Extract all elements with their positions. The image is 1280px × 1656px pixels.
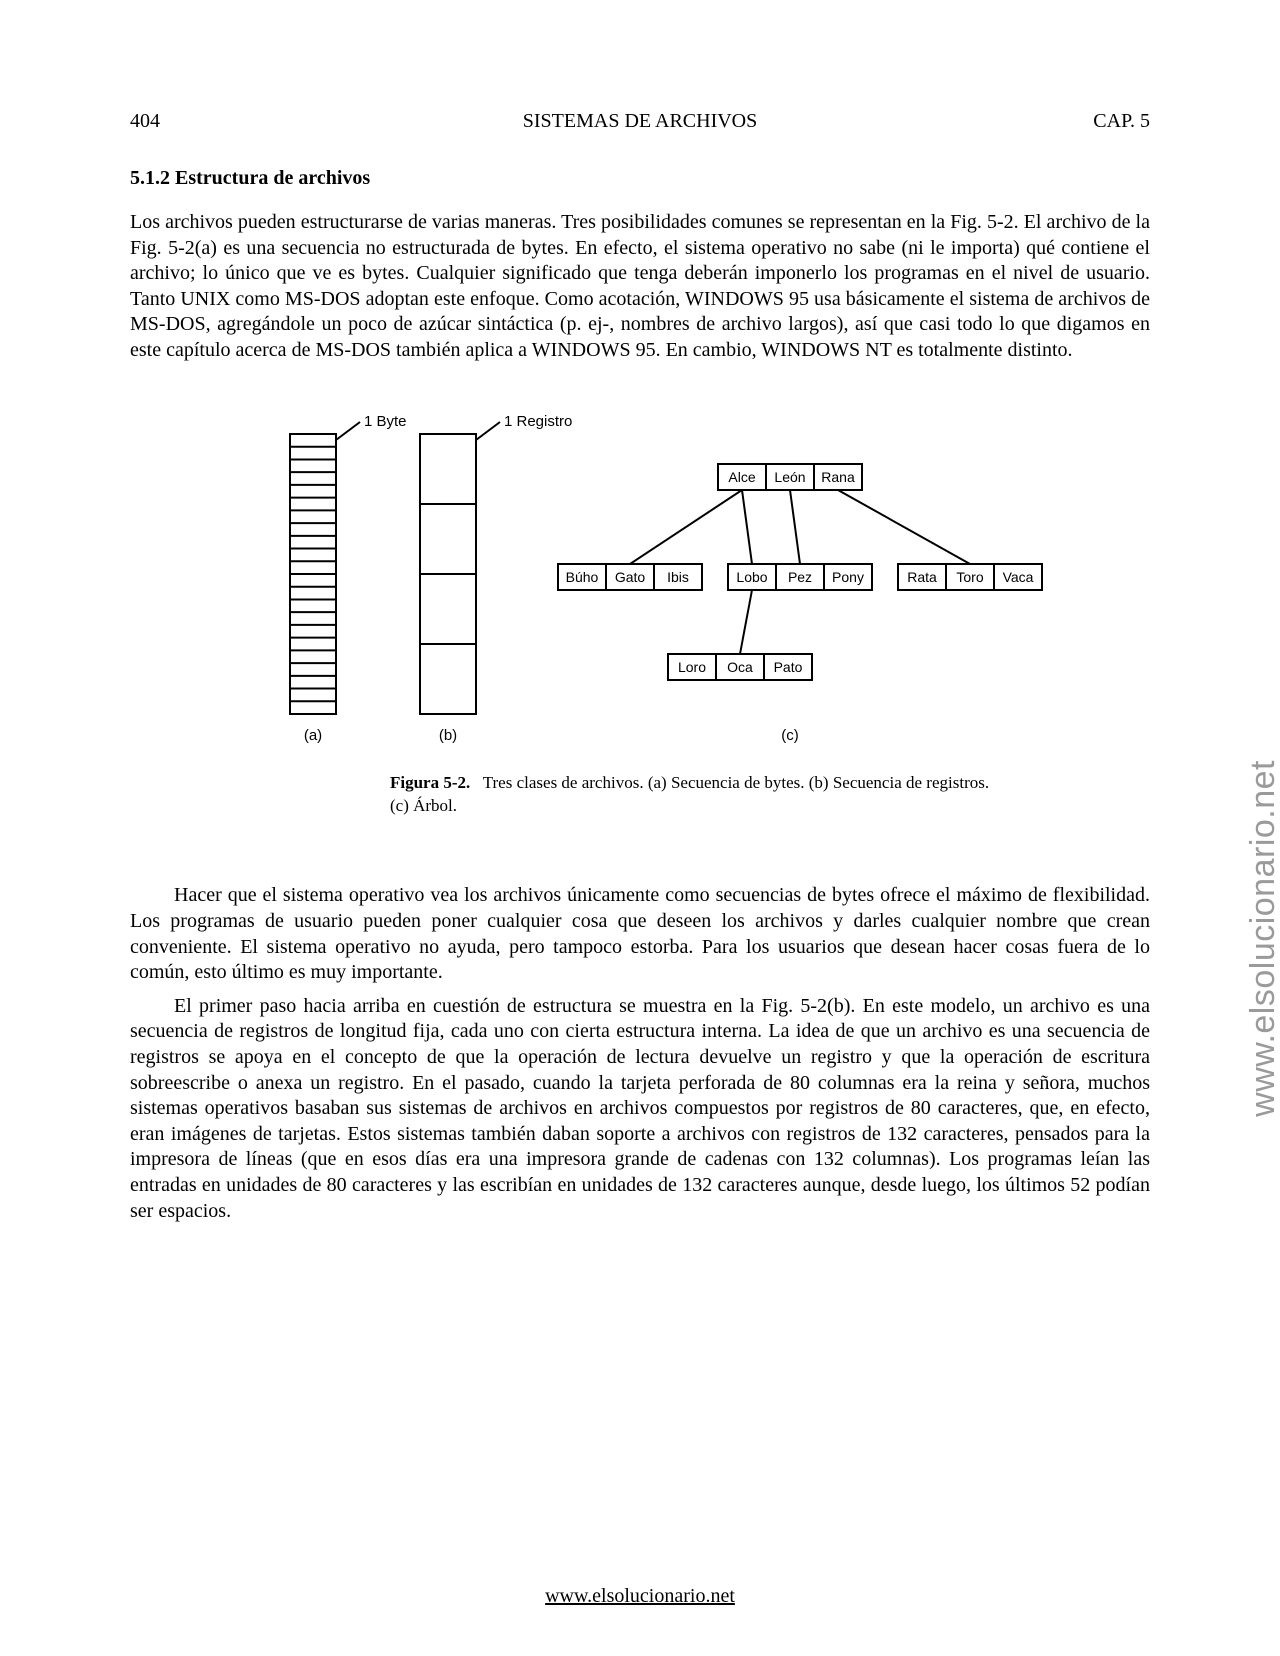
page-header: 404 SISTEMAS DE ARCHIVOS CAP. 5 [130, 110, 1150, 133]
figure-caption-text-2: (c) Árbol. [390, 796, 457, 815]
svg-text:Toro: Toro [956, 569, 983, 585]
svg-text:Lobo: Lobo [736, 569, 767, 585]
svg-text:Vaca: Vaca [1003, 569, 1034, 585]
figure-5-2: 1 Byte (a) 1 Registro (b) Alce León Rana Búho Ga… [230, 404, 1050, 818]
figure-caption: Figura 5-2. Tres clases de archivos. (a)… [390, 772, 1050, 818]
paragraph-1: Los archivos pueden estructurarse de var… [130, 210, 1150, 364]
svg-text:1 Byte: 1 Byte [364, 413, 407, 430]
chapter-label: CAP. 5 [1093, 110, 1150, 133]
figure-caption-label: Figura 5-2. [390, 773, 470, 792]
svg-text:Loro: Loro [678, 659, 706, 675]
svg-text:León: León [774, 469, 805, 485]
footer-link[interactable]: www.elsolucionario.net [545, 1585, 735, 1608]
svg-text:(a): (a) [304, 727, 322, 744]
svg-text:Búho: Búho [566, 569, 599, 585]
svg-text:Oca: Oca [727, 659, 753, 675]
figure-svg: 1 Byte (a) 1 Registro (b) Alce León Rana Búho Ga… [230, 404, 1050, 764]
svg-text:Rata: Rata [907, 569, 937, 585]
figure-caption-text-1: Tres clases de archivos. (a) Secuencia d… [483, 773, 989, 792]
svg-text:Alce: Alce [728, 469, 755, 485]
svg-text:Pato: Pato [774, 659, 803, 675]
svg-text:(b): (b) [439, 727, 457, 744]
svg-text:Rana: Rana [821, 469, 855, 485]
svg-text:1 Registro: 1 Registro [504, 413, 572, 430]
paragraph-2: Hacer que el sistema operativo vea los a… [130, 883, 1150, 985]
page-number: 404 [130, 110, 160, 133]
svg-text:Ibis: Ibis [667, 569, 689, 585]
svg-text:Pez: Pez [788, 569, 812, 585]
side-watermark: www.elsolucionario.net [1244, 760, 1280, 1117]
svg-text:Gato: Gato [615, 569, 646, 585]
paragraph-3: El primer paso hacia arriba en cuestión … [130, 994, 1150, 1224]
svg-text:(c): (c) [781, 727, 799, 744]
chapter-title: SISTEMAS DE ARCHIVOS [523, 110, 757, 133]
svg-text:Pony: Pony [832, 569, 864, 585]
section-heading: 5.1.2 Estructura de archivos [130, 167, 1150, 190]
